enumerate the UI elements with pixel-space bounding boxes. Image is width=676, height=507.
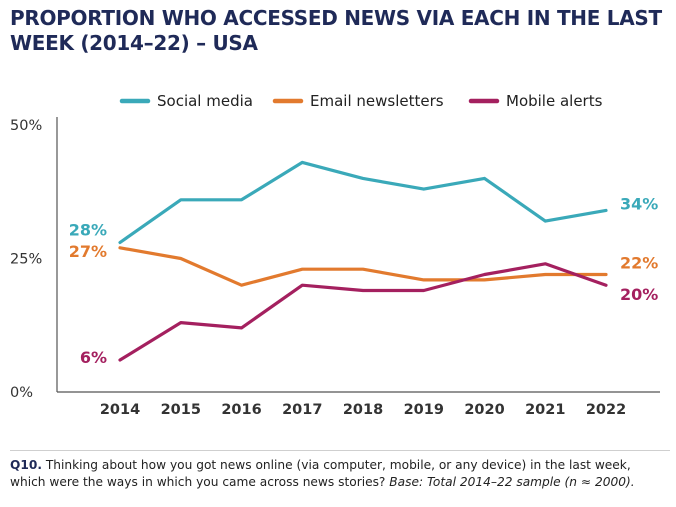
series-line-social-media: [118, 160, 608, 245]
question-text: Thinking about how you got news online (…: [10, 458, 631, 489]
x-tick-label: 2019: [404, 402, 444, 418]
end-value-label: 22%: [620, 254, 658, 273]
series-line-mobile-alerts: [118, 262, 608, 362]
footnote: Q10. Thinking about how you got news onl…: [10, 450, 670, 491]
legend-label: Mobile alerts: [506, 92, 603, 110]
start-value-label: 6%: [80, 348, 107, 367]
y-tick-label: 50%: [10, 118, 42, 134]
start-value-label: 28%: [69, 220, 107, 239]
chart-title: PROPORTION WHO ACCESSED NEWS VIA EACH IN…: [10, 6, 662, 55]
x-tick-label: 2021: [525, 402, 565, 418]
legend-label: Social media: [157, 92, 253, 110]
series-line-email-newsletters: [118, 246, 608, 287]
question-id: Q10.: [10, 458, 42, 472]
start-value-label: 27%: [69, 242, 107, 261]
x-tick-label: 2020: [464, 402, 504, 418]
x-tick-label: 2014: [100, 402, 140, 418]
base-text: Total 2014–22 sample (n ≈ 2000).: [426, 475, 635, 489]
x-tick-label: 2022: [586, 402, 626, 418]
base-label: Base:: [389, 475, 424, 489]
end-value-label: 34%: [620, 194, 658, 213]
line-chart: 0% 25% 50% 2014 2015 2016 2017 2018 2019 2020 2021…: [10, 92, 660, 418]
x-tick-label: 2018: [343, 402, 383, 418]
y-tick-label: 0%: [10, 385, 33, 401]
legend-label: Email newsletters: [310, 92, 444, 110]
x-tick-label: 2017: [282, 402, 322, 418]
x-tick-label: 2016: [221, 402, 261, 418]
x-tick-label: 2015: [161, 402, 201, 418]
end-value-label: 20%: [620, 285, 658, 304]
y-tick-label: 25%: [10, 252, 42, 268]
